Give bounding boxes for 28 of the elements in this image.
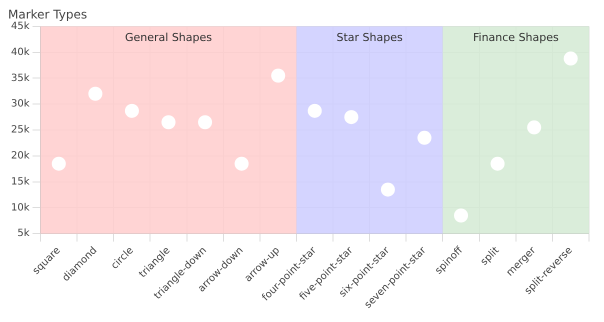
point [198, 115, 212, 130]
point [344, 110, 358, 124]
band-label: Star Shapes [336, 30, 403, 44]
y-tick-label: 20k [11, 150, 30, 162]
point [417, 130, 432, 145]
y-tick-label: 10k [11, 202, 30, 214]
chart-title: Marker Types [8, 7, 88, 22]
point [490, 156, 505, 171]
band-label: Finance Shapes [472, 30, 560, 44]
y-tick-label: 5k [17, 228, 30, 240]
point [234, 156, 249, 171]
point [454, 208, 468, 222]
y-tick-label: 25k [11, 124, 30, 136]
point [527, 120, 542, 134]
point [124, 104, 139, 118]
y-tick-label: 35k [11, 72, 30, 84]
band-label: General Shapes [124, 30, 212, 44]
point [271, 68, 286, 83]
point [380, 182, 395, 197]
y-tick-label: 30k [11, 98, 30, 110]
y-tick-label: 40k [11, 46, 30, 58]
y-tick-label: 15k [11, 176, 30, 188]
point [564, 52, 578, 66]
point [52, 156, 66, 171]
point [88, 86, 102, 101]
y-tick-label: 45k [11, 20, 30, 32]
point [161, 115, 176, 130]
point [308, 104, 322, 118]
